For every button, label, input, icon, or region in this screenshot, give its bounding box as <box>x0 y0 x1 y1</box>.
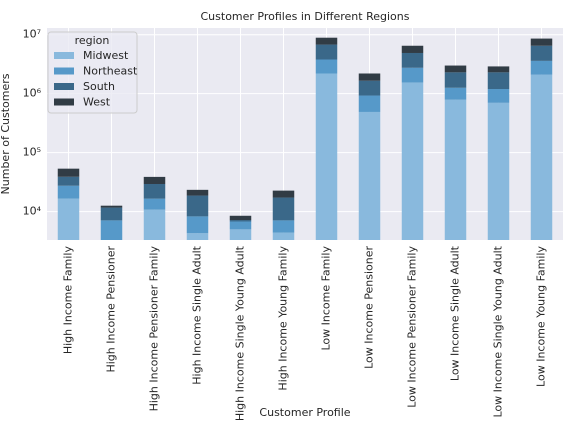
legend-title: region <box>75 34 110 47</box>
bar-segment <box>315 37 338 45</box>
bar-segment <box>530 45 553 61</box>
x-tick-label: Low Income Family <box>320 246 333 351</box>
bar-segment <box>57 198 80 240</box>
y-tick-label: 10⁴ <box>23 205 42 218</box>
x-tick-label: Low Income Single Young Adult <box>492 245 505 417</box>
legend-label: South <box>83 80 115 93</box>
x-tick-label: High Income Pensioner <box>105 246 118 373</box>
bar-segment <box>358 111 381 240</box>
bar-segment <box>229 221 252 230</box>
bar-segment <box>143 176 166 184</box>
bar-segment <box>401 67 424 83</box>
bar-segment <box>272 197 295 221</box>
bar-segment <box>487 72 510 90</box>
bar-segment <box>487 102 510 240</box>
chart-title: Customer Profiles in Different Regions <box>201 10 410 23</box>
bar-segment <box>530 74 553 241</box>
legend-swatch <box>54 98 74 106</box>
x-tick-label: Low Income Pensioner <box>363 246 376 369</box>
bar-segment <box>401 52 424 68</box>
bar-segment <box>272 190 295 198</box>
bar-segment <box>358 80 381 96</box>
bar-segment <box>272 220 295 233</box>
bar-segment <box>401 82 424 240</box>
bar-segment <box>186 233 209 240</box>
bar-segment <box>57 168 80 177</box>
x-axis-label: Customer Profile <box>259 406 350 419</box>
bar-segment <box>229 220 252 222</box>
y-tick-label: 10⁶ <box>23 87 42 100</box>
legend-label: West <box>83 96 111 109</box>
bar-segment <box>100 205 123 208</box>
bar-segment <box>530 60 553 75</box>
bar-segment <box>444 65 467 73</box>
x-tick-label: High Income Family <box>62 246 75 355</box>
bar-segment <box>57 185 80 199</box>
bar-segment <box>315 44 338 60</box>
bar-segment <box>530 38 553 46</box>
bar-segment <box>229 229 252 240</box>
bar-segment <box>444 99 467 240</box>
x-tick-label: Low Income Pensioner Family <box>406 246 419 408</box>
legend-label: Midwest <box>83 49 129 62</box>
bar-segment <box>444 87 467 100</box>
legend: region Midwest Northeast South West <box>47 31 138 114</box>
bar-segment <box>229 215 252 221</box>
bar-segment <box>315 59 338 74</box>
bar-segment <box>186 216 209 234</box>
bar-segment <box>401 45 424 53</box>
y-tick-label: 10⁷ <box>23 28 41 41</box>
bar-segment <box>143 198 166 210</box>
x-tick-label: High Income Single Young Adult <box>234 245 247 421</box>
bar-segment <box>487 89 510 103</box>
bar-segment <box>186 195 209 217</box>
bar-segment <box>143 183 166 199</box>
legend-swatch <box>54 67 74 75</box>
bar-segment <box>57 176 80 186</box>
x-tick-label: Low Income Young Family <box>535 246 548 387</box>
legend-swatch <box>54 52 74 59</box>
bar-segment <box>186 189 209 196</box>
y-tick-label: 10⁵ <box>23 146 41 159</box>
bar-segment <box>358 95 381 112</box>
legend-swatch <box>54 83 74 90</box>
legend-label: Northeast <box>83 65 138 78</box>
x-tick-label: High Income Pensioner Family <box>148 246 161 412</box>
x-tick-label: High Income Young Family <box>277 246 290 391</box>
bar-segment <box>444 72 467 88</box>
bar-segment <box>315 73 338 240</box>
x-tick-label: High Income Single Adult <box>191 245 204 384</box>
bar-segment <box>272 232 295 240</box>
bars <box>57 37 553 241</box>
bar-segment <box>143 209 166 240</box>
bar-segment <box>487 66 510 73</box>
x-tick-label: Low Income Single Adult <box>449 245 462 381</box>
bar-segment <box>100 220 123 240</box>
y-axis-label: Number of Customers <box>0 73 12 194</box>
bar-segment <box>100 207 123 221</box>
bar-segment <box>358 73 381 81</box>
